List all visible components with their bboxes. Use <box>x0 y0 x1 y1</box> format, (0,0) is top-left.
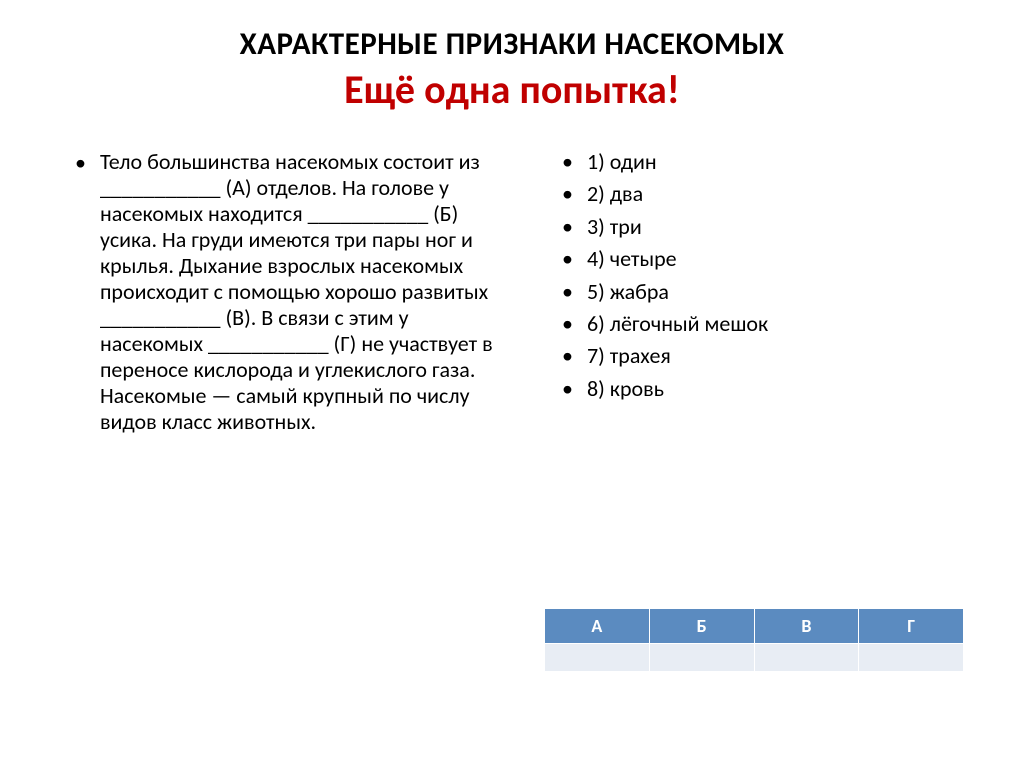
option-item: • 4) четыре <box>562 246 959 272</box>
bullet-icon: • <box>562 311 573 337</box>
title-line1: ХАРАКТЕРНЫЕ ПРИЗНАКИ НАСЕКОМЫХ <box>60 25 964 63</box>
table-header-cell: А <box>545 609 650 644</box>
option-text: 8) кровь <box>587 376 664 402</box>
option-text: 4) четыре <box>587 246 677 272</box>
left-column: • Тело большинства насекомых состоит из … <box>60 149 512 434</box>
question-text: Тело большинства насекомых состоит из __… <box>100 149 512 434</box>
option-text: 3) три <box>587 214 642 240</box>
table-header-cell: Г <box>859 609 964 644</box>
table-header-cell: В <box>754 609 859 644</box>
bullet-icon: • <box>562 279 573 305</box>
content-columns: • Тело большинства насекомых состоит из … <box>60 149 964 434</box>
option-text: 6) лёгочный мешок <box>587 311 768 337</box>
option-item: • 8) кровь <box>562 376 959 402</box>
bullet-icon: • <box>562 343 573 369</box>
option-text: 7) трахея <box>587 343 671 369</box>
right-column: • 1) один • 2) два • 3) три • 4) четыре … <box>552 149 959 434</box>
bullet-icon: • <box>562 376 573 402</box>
answer-cell-v[interactable] <box>754 644 859 672</box>
table-header-cell: Б <box>649 609 754 644</box>
answer-table: А Б В Г <box>544 608 964 672</box>
question-bullet: • Тело большинства насекомых состоит из … <box>75 149 512 434</box>
option-item: • 7) трахея <box>562 343 959 369</box>
table-input-row <box>545 644 964 672</box>
answer-cell-b[interactable] <box>649 644 754 672</box>
title-line2: Ещё одна попытка! <box>60 65 964 114</box>
option-item: • 5) жабра <box>562 279 959 305</box>
option-item: • 3) три <box>562 214 959 240</box>
option-item: • 2) два <box>562 181 959 207</box>
table-header-row: А Б В Г <box>545 609 964 644</box>
title-block: ХАРАКТЕРНЫЕ ПРИЗНАКИ НАСЕКОМЫХ Ещё одна … <box>60 25 964 114</box>
option-text: 2) два <box>587 181 643 207</box>
answer-cell-g[interactable] <box>859 644 964 672</box>
option-text: 1) один <box>587 149 657 175</box>
bullet-icon: • <box>562 214 573 240</box>
answer-cell-a[interactable] <box>545 644 650 672</box>
bullet-icon: • <box>562 246 573 272</box>
option-item: • 1) один <box>562 149 959 175</box>
option-item: • 6) лёгочный мешок <box>562 311 959 337</box>
bullet-icon: • <box>562 149 573 175</box>
bullet-icon: • <box>75 149 86 178</box>
bullet-icon: • <box>562 181 573 207</box>
option-text: 5) жабра <box>587 279 669 305</box>
